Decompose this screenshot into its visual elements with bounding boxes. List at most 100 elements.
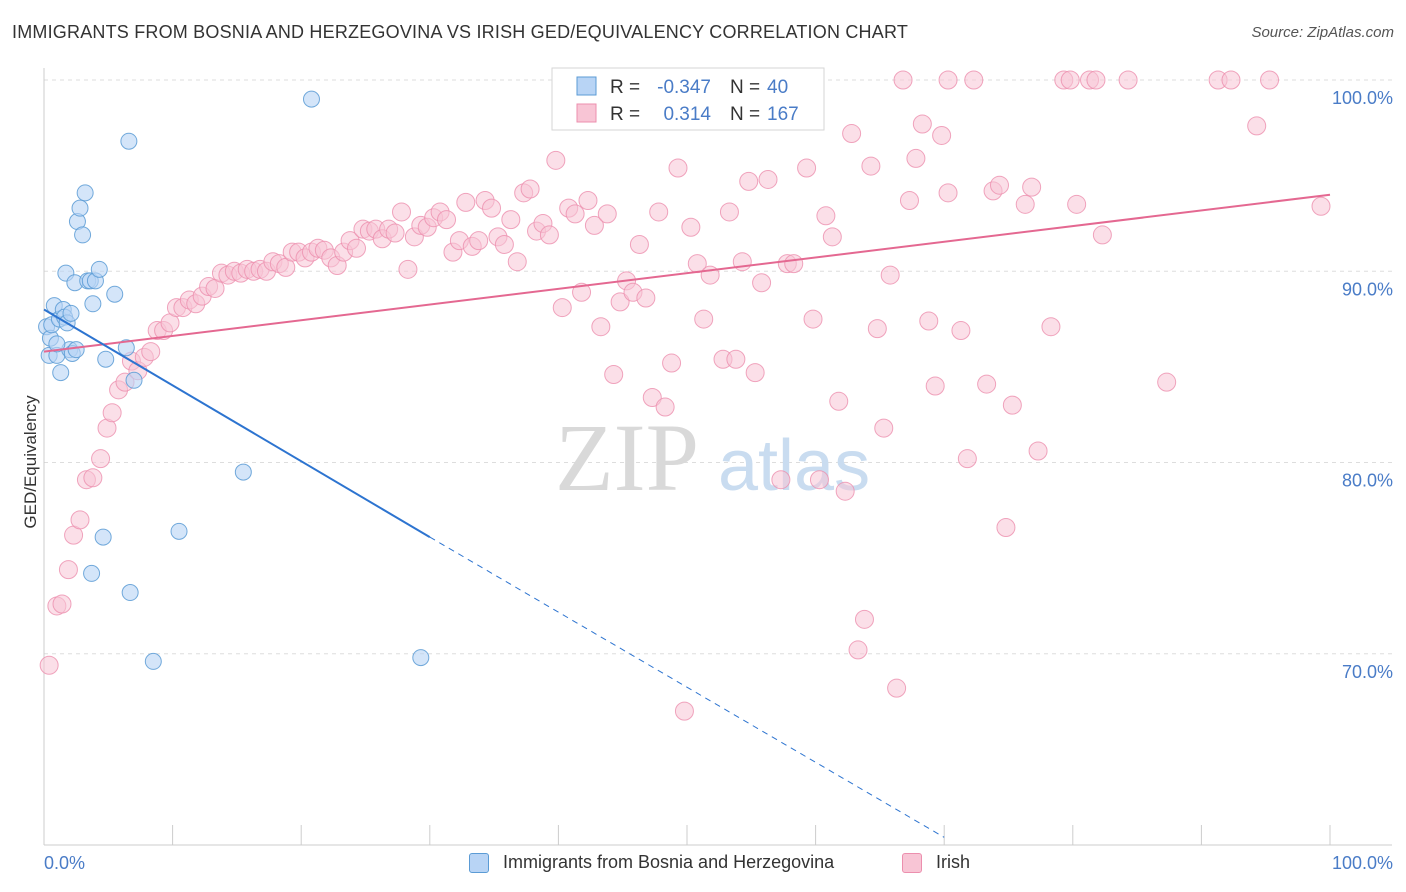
irish-point [874, 418, 894, 438]
legend-n-value: 40 [767, 77, 788, 98]
irish-point [977, 374, 997, 394]
bosnia-point [74, 226, 92, 244]
correlation-legend: R = -0.347 N = 40 R = 0.314 N = 167 [551, 67, 825, 131]
legend-item-irish[interactable]: Irish [902, 852, 970, 873]
y-tick-label: 100.0% [1332, 88, 1393, 108]
irish-point [1311, 196, 1331, 216]
bosnia-point [117, 339, 135, 357]
bosnia-point [71, 199, 89, 217]
x-tick-label-end: 100.0% [1332, 853, 1393, 873]
irish-point [629, 234, 649, 254]
irish-point [520, 179, 540, 199]
irish-point [1028, 441, 1048, 461]
bottom-legend: Immigrants from Bosnia and Herzegovina I… [0, 852, 1406, 878]
y-tick-label: 70.0% [1342, 662, 1393, 682]
y-tick-label: 90.0% [1342, 279, 1393, 299]
bosnia-point [120, 132, 138, 150]
irish-point [385, 223, 405, 243]
irish-point [1060, 70, 1080, 90]
irish-point [739, 171, 759, 191]
irish-point [745, 363, 765, 383]
legend-swatch-bosnia [576, 76, 597, 96]
irish-point [925, 376, 945, 396]
irish-point [346, 238, 366, 258]
bosnia-trend-line [43, 308, 431, 538]
irish-point [552, 298, 572, 318]
irish-point [610, 292, 630, 312]
irish-point [591, 317, 611, 337]
irish-point [456, 192, 476, 212]
irish-point [572, 282, 592, 302]
irish-point [719, 202, 739, 222]
bosnia-point [106, 285, 124, 303]
axes [43, 68, 1392, 846]
irish-point [91, 449, 111, 469]
irish-point [398, 259, 418, 279]
irish-point [842, 124, 862, 144]
legend-swatch-irish [576, 103, 597, 123]
bosnia-point [84, 295, 102, 313]
irish-point [662, 353, 682, 373]
bosnia-trend-extension [429, 536, 945, 838]
irish-point [1118, 70, 1138, 90]
bosnia-point [90, 260, 108, 278]
irish-point [996, 518, 1016, 538]
legend-box-frame [551, 67, 825, 131]
irish-point [501, 210, 521, 230]
irish-point [912, 114, 932, 134]
legend-item-bosnia[interactable]: Immigrants from Bosnia and Herzegovina [469, 852, 834, 873]
irish-point [854, 609, 874, 629]
legend-r-label: R = [610, 104, 640, 125]
irish-point [674, 701, 694, 721]
irish-point [758, 169, 778, 189]
irish-point [1086, 70, 1106, 90]
irish-point [1022, 177, 1042, 197]
watermark: ZIP atlas [555, 404, 870, 511]
irish-point [437, 210, 457, 230]
irish-point [39, 655, 59, 675]
bosnia-point [48, 335, 66, 353]
irish-point [83, 468, 103, 488]
irish-point [507, 252, 527, 272]
irish-point [822, 227, 842, 247]
bosnia-point [144, 652, 162, 670]
irish-point [771, 470, 791, 490]
irish-point [848, 640, 868, 660]
irish-point [655, 397, 675, 417]
irish-point [604, 365, 624, 385]
irish-point [694, 309, 714, 329]
irish-point [642, 387, 662, 407]
trend-lines [43, 193, 1331, 838]
irish-point [964, 70, 984, 90]
irish-point [803, 309, 823, 329]
irish-point [578, 190, 598, 210]
irish-point [494, 234, 514, 254]
bosnia-point [412, 649, 430, 667]
irish-point [752, 273, 772, 293]
irish-point [1157, 372, 1177, 392]
irish-point [861, 156, 881, 176]
irish-point [867, 319, 887, 339]
irish-point [809, 470, 829, 490]
irish-point [951, 321, 971, 341]
legend-n-label: N = [730, 104, 760, 125]
irish-point [893, 70, 913, 90]
irish-point [1041, 317, 1061, 337]
irish-point [989, 175, 1009, 195]
irish-point [584, 215, 604, 235]
bosnia-point [76, 184, 94, 202]
bosnia-point [94, 528, 112, 546]
bosnia-points [38, 90, 430, 670]
irish-point [102, 403, 122, 423]
irish-point [835, 481, 855, 501]
irish-point [1260, 70, 1280, 90]
irish-point [906, 148, 926, 168]
legend-label-bosnia: Immigrants from Bosnia and Herzegovina [503, 852, 835, 872]
irish-point [565, 204, 585, 224]
irish-point [919, 311, 939, 331]
bosnia-point [234, 463, 252, 481]
irish-point [58, 560, 78, 580]
bosnia-point [170, 522, 188, 540]
irish-point [938, 183, 958, 203]
irish-point [1067, 194, 1087, 214]
